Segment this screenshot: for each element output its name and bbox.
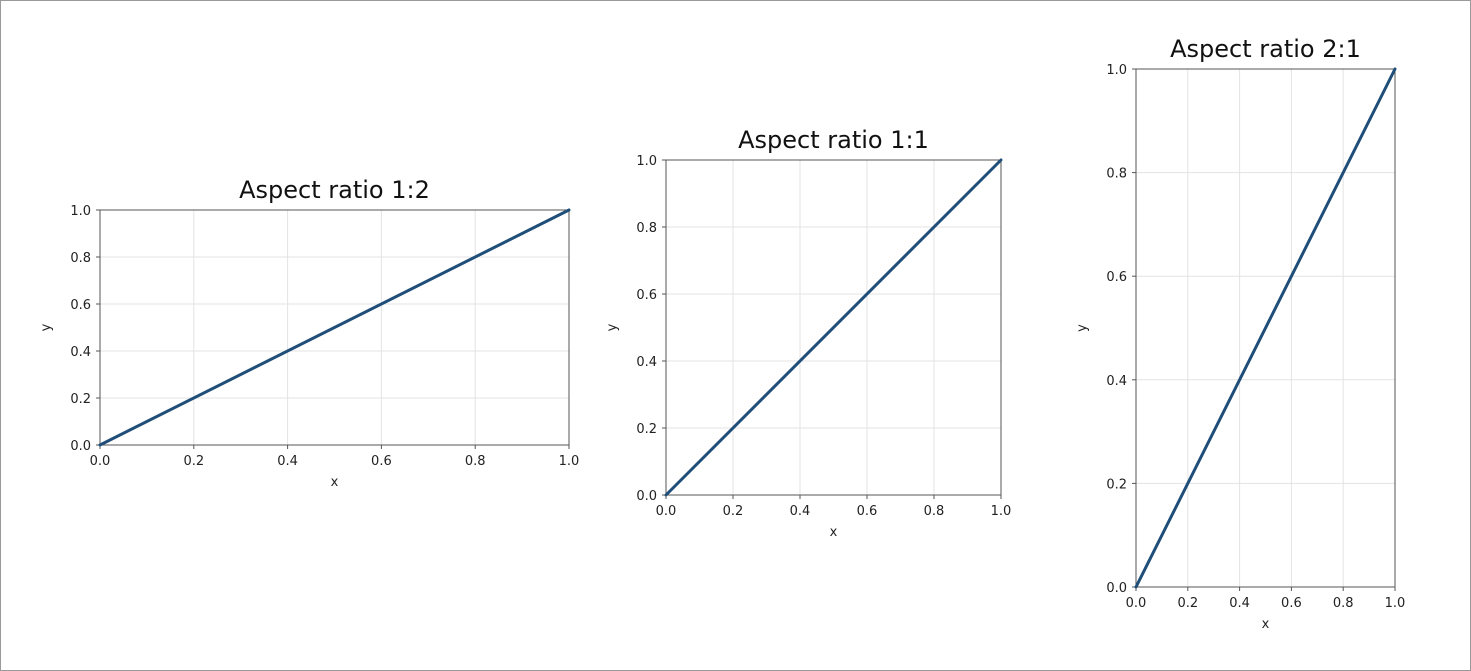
y-tick-label: 0.2 (70, 392, 91, 407)
chart-aspect-1-2: Aspect ratio 1:2 x y 0.0 0.2 0.4 0.6 0.8 1.0 0… (39, 176, 579, 490)
y-tick-label: 0.4 (70, 345, 91, 360)
x-tick-label: 0.0 (90, 454, 111, 469)
y-tick-label: 0.4 (636, 355, 657, 370)
x-tick-label: 0.2 (183, 454, 204, 469)
x-tick-label: 0.4 (277, 454, 298, 469)
x-tick-label: 0.8 (924, 504, 945, 519)
x-tick-label: 0.6 (1281, 596, 1302, 611)
plot-border (99, 209, 570, 446)
chart-aspect-1-1: Aspect ratio 1:1 x y 0.0 0.2 0.4 0.6 0.8 1.0 0… (605, 126, 1011, 540)
y-tick-label: 0.6 (1106, 270, 1127, 285)
x-tick-label: 0.8 (465, 454, 486, 469)
y-axis-label: y (1075, 324, 1090, 332)
chart-title: Aspect ratio 1:2 (239, 176, 430, 204)
y-tick-label: 0.4 (1106, 374, 1127, 389)
chart-title: Aspect ratio 2:1 (1170, 35, 1361, 63)
x-tick-label: 1.0 (1385, 596, 1406, 611)
y-axis-label: y (39, 323, 54, 331)
x-tick-label: 1.0 (559, 454, 580, 469)
plot-border (1135, 68, 1396, 588)
x-tick-label: 0.0 (1126, 596, 1147, 611)
chart-title: Aspect ratio 1:1 (738, 126, 929, 154)
x-tick-label: 0.6 (857, 504, 878, 519)
y-tick-label: 0.0 (1106, 581, 1127, 596)
y-axis-label: y (605, 323, 620, 331)
plot-border (665, 159, 1002, 496)
x-tick-label: 0.8 (1333, 596, 1354, 611)
x-axis-label: x (1262, 617, 1270, 632)
x-tick-label: 0.4 (790, 504, 811, 519)
y-tick-label: 0.2 (1106, 477, 1127, 492)
series-line (1134, 67, 1397, 589)
x-axis-label: x (331, 475, 339, 490)
x-tick-label: 0.2 (1177, 596, 1198, 611)
y-tick-label: 0.8 (636, 221, 657, 236)
y-tick-label: 0.6 (70, 298, 91, 313)
series-line (664, 158, 1003, 497)
y-tick-label: 1.0 (636, 154, 657, 169)
y-tick-label: 0.2 (636, 422, 657, 437)
y-tick-label: 0.8 (70, 251, 91, 266)
y-tick-label: 1.0 (1106, 63, 1127, 78)
x-tick-label: 0.6 (371, 454, 392, 469)
plot-area (1132, 68, 1396, 591)
x-tick-label: 0.4 (1229, 596, 1250, 611)
plot-area (662, 159, 1002, 499)
y-tick-label: 1.0 (70, 204, 91, 219)
y-tick-label: 0.0 (636, 489, 657, 504)
y-tick-label: 0.0 (70, 439, 91, 454)
y-tick-label: 0.8 (1106, 167, 1127, 182)
series-line (98, 208, 571, 447)
x-tick-label: 0.2 (723, 504, 744, 519)
plot-area (96, 209, 570, 449)
x-axis-label: x (830, 525, 838, 540)
chart-aspect-2-1: Aspect ratio 2:1 x y 0.0 0.2 0.4 0.6 0.8 1.0 0… (1075, 35, 1405, 632)
y-tick-label: 0.6 (636, 288, 657, 303)
x-tick-label: 1.0 (991, 504, 1012, 519)
x-tick-label: 0.0 (656, 504, 677, 519)
